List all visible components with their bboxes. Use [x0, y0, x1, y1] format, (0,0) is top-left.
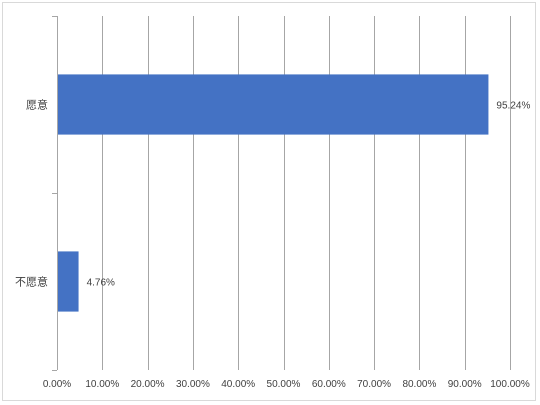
data-label-0: 95.24% [496, 101, 530, 112]
data-label-1: 4.76% [87, 278, 115, 289]
x-tick-label-2: 20.00% [131, 379, 165, 390]
x-tick-label-0: 0.00% [43, 379, 71, 390]
bar-1 [58, 251, 79, 312]
x-tick-label-6: 60.00% [312, 379, 346, 390]
x-tick-label-3: 30.00% [176, 379, 210, 390]
x-tick-label-9: 90.00% [448, 379, 482, 390]
x-tick-label-8: 80.00% [402, 379, 436, 390]
x-tick-label-10: 100.00% [490, 379, 530, 390]
category-label-1: 不愿意 [15, 275, 48, 289]
x-tick-label-5: 50.00% [267, 379, 301, 390]
bar-0 [58, 74, 489, 135]
x-tick-label-7: 70.00% [357, 379, 391, 390]
chart-frame [2, 2, 536, 401]
category-label-0: 愿意 [26, 98, 48, 112]
x-tick-label-1: 10.00% [85, 379, 119, 390]
x-tick-label-4: 40.00% [221, 379, 255, 390]
